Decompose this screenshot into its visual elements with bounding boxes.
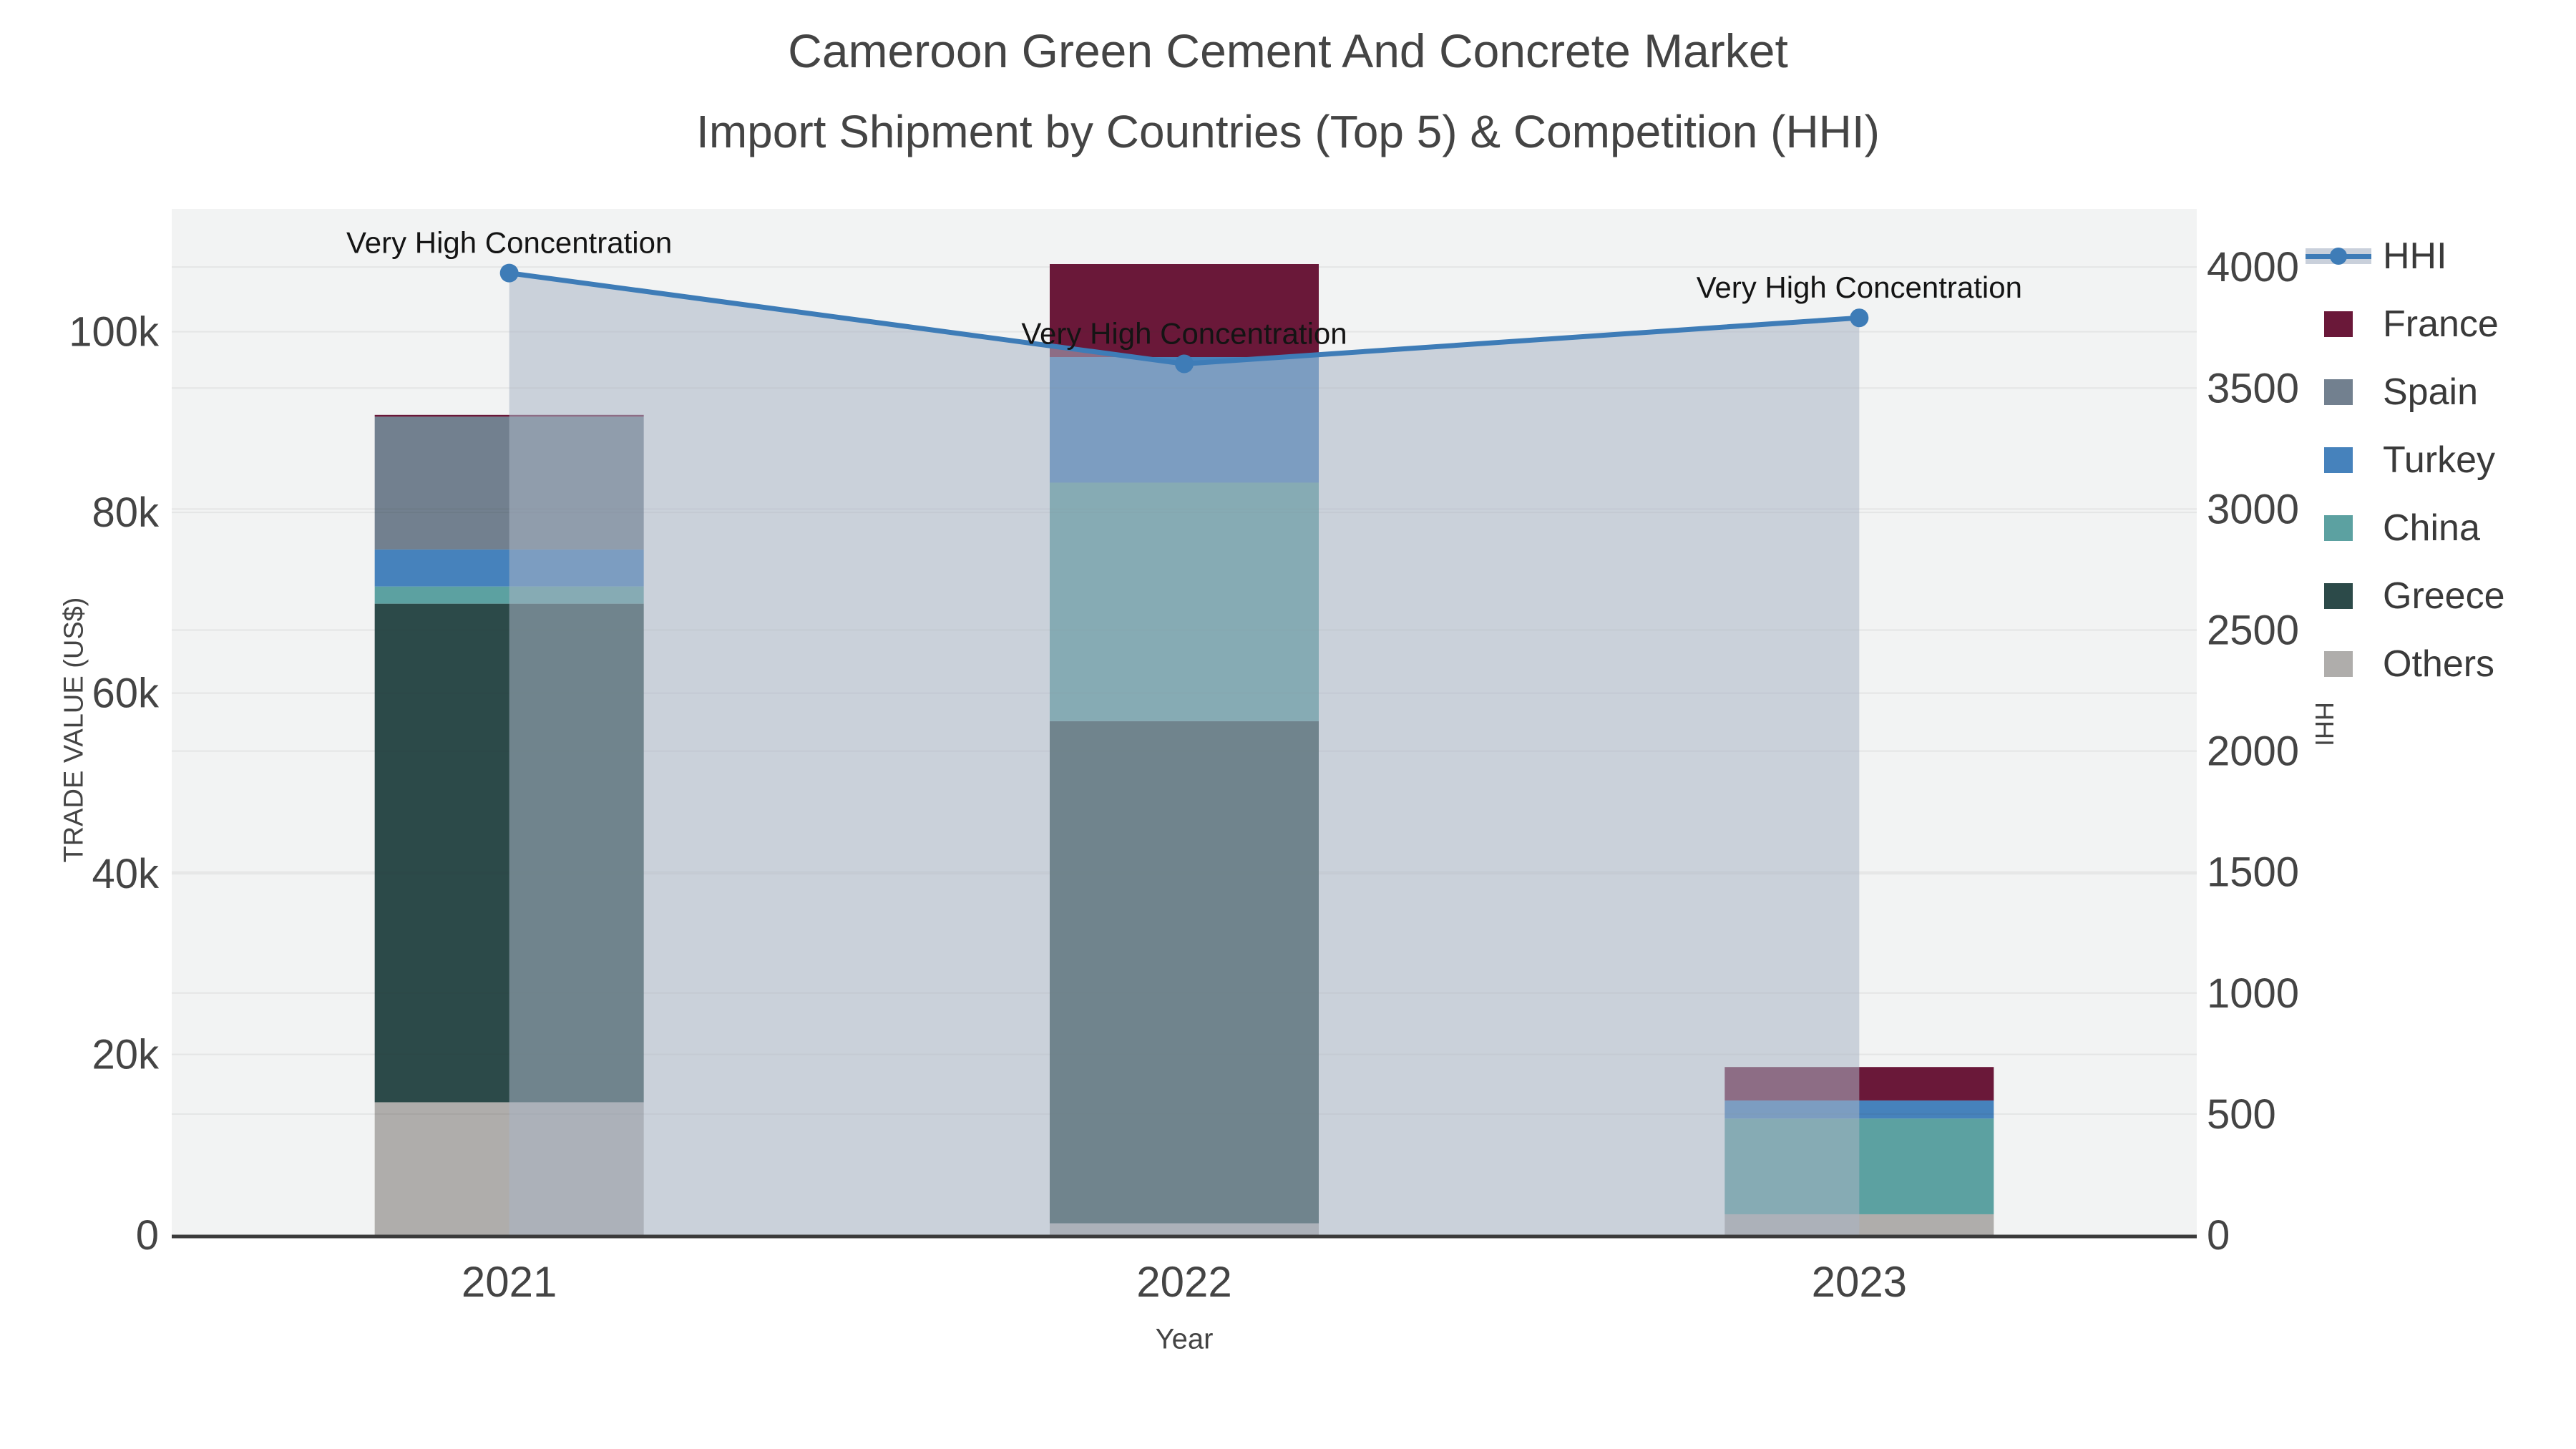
- bar-segment-france-2022[interactable]: [1050, 264, 1319, 358]
- legend-item-france[interactable]: France: [2306, 303, 2505, 345]
- y-axis-title-right: HHI: [2310, 702, 2339, 746]
- x-tick: 2021: [462, 1258, 557, 1306]
- legend-item-others[interactable]: Others: [2306, 643, 2505, 685]
- y-right-tick: 3500: [2207, 365, 2299, 411]
- china-swatch-icon: [2306, 508, 2383, 548]
- legend-label: Turkey: [2383, 439, 2495, 481]
- chart-title-line1: Cameroon Green Cement And Concrete Marke…: [788, 24, 1788, 77]
- hhi-line-marker-icon: [2306, 236, 2383, 276]
- y-right-tick: 4000: [2207, 244, 2299, 291]
- legend-label: China: [2383, 507, 2480, 549]
- hhi-marker-2022[interactable]: [1175, 354, 1194, 374]
- y-left-tick: 60k: [92, 670, 160, 717]
- y-left-tick: 80k: [92, 489, 160, 536]
- annotation-very-high-concentration: Very High Concentration: [1021, 316, 1347, 350]
- greece-swatch-icon: [2306, 576, 2383, 616]
- y-right-tick: 2000: [2207, 728, 2299, 775]
- y-right-tick: 3000: [2207, 486, 2299, 532]
- others-swatch-icon: [2306, 644, 2383, 684]
- france-swatch-icon: [2306, 304, 2383, 344]
- legend-label: HHI: [2383, 235, 2447, 277]
- spain-swatch-icon: [2306, 372, 2383, 412]
- x-tick: 2022: [1136, 1258, 1231, 1306]
- legend-item-china[interactable]: China: [2306, 507, 2505, 549]
- legend: HHI France Spain Turkey China Greece Oth…: [2306, 235, 2505, 685]
- annotation-very-high-concentration: Very High Concentration: [346, 226, 672, 260]
- y-left-tick: 20k: [92, 1032, 160, 1078]
- hhi-area-fill: [509, 273, 1860, 1235]
- y-left-tick: 100k: [69, 309, 160, 356]
- annotation-very-high-concentration: Very High Concentration: [1697, 270, 2022, 304]
- legend-label: Spain: [2383, 371, 2478, 413]
- y-right-tick: 2500: [2207, 607, 2299, 653]
- y-axis-title-left: TRADE VALUE (US$): [59, 597, 89, 863]
- y-right-tick: 0: [2207, 1212, 2230, 1259]
- legend-label: Greece: [2383, 575, 2505, 617]
- tick-labels: 0 20k 40k 60k 80k 100k 0 500 1000 1500 2000 2500 300…: [69, 244, 2299, 1306]
- chart-title: Cameroon Green Cement And Concrete Marke…: [0, 27, 2576, 155]
- chart-title-line2: Import Shipment by Countries (Top 5) & C…: [696, 106, 1880, 157]
- y-right-tick: 500: [2207, 1091, 2276, 1138]
- x-tick: 2023: [1812, 1258, 1907, 1306]
- hhi-marker-2023[interactable]: [1850, 308, 1869, 328]
- legend-item-hhi[interactable]: HHI: [2306, 235, 2505, 277]
- legend-item-turkey[interactable]: Turkey: [2306, 439, 2505, 481]
- y-right-tick: 1000: [2207, 970, 2299, 1017]
- turkey-swatch-icon: [2306, 440, 2383, 480]
- legend-item-spain[interactable]: Spain: [2306, 371, 2505, 413]
- x-axis-title: Year: [1155, 1323, 1214, 1355]
- y-right-tick: 1500: [2207, 849, 2299, 896]
- legend-item-greece[interactable]: Greece: [2306, 575, 2505, 617]
- y-left-tick: 40k: [92, 851, 160, 897]
- legend-label: France: [2383, 303, 2499, 345]
- legend-label: Others: [2383, 643, 2495, 685]
- y-left-tick: 0: [136, 1212, 159, 1259]
- hhi-marker-2021[interactable]: [499, 263, 519, 283]
